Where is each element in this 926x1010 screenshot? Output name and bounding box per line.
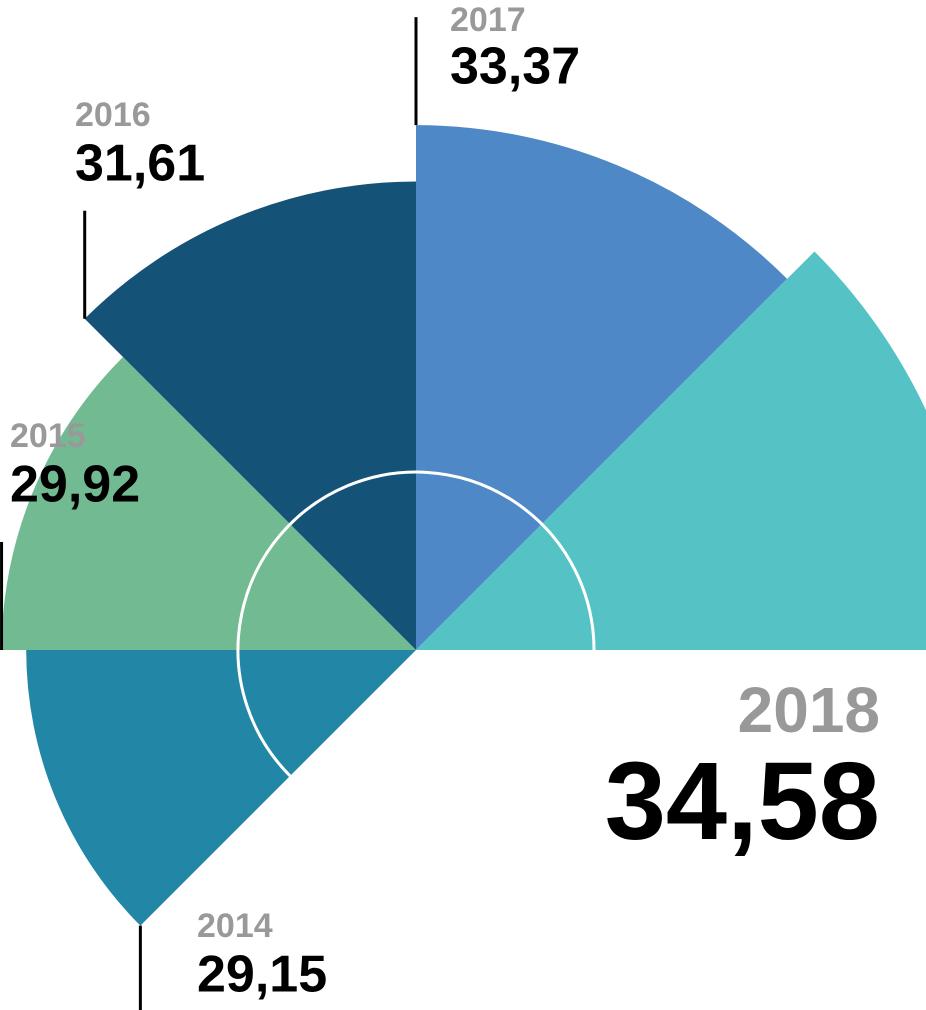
year-label: 2018	[738, 674, 880, 746]
wedge	[1, 356, 417, 650]
wedge	[84, 181, 416, 651]
value-label: 31,61	[75, 135, 205, 193]
wedge	[26, 650, 416, 926]
value-label: 34,58	[605, 740, 880, 863]
year-label: 2016	[75, 96, 151, 134]
value-label: 29,15	[197, 946, 327, 1004]
value-label: 29,92	[10, 456, 140, 514]
wedge	[416, 251, 926, 650]
year-label: 2014	[197, 907, 273, 945]
value-label: 33,37	[450, 38, 580, 96]
year-label: 2017	[450, 1, 526, 39]
year-label: 2015	[10, 417, 86, 455]
inner-arc	[236, 470, 596, 777]
wedges	[1, 125, 926, 926]
wedge	[416, 125, 788, 650]
